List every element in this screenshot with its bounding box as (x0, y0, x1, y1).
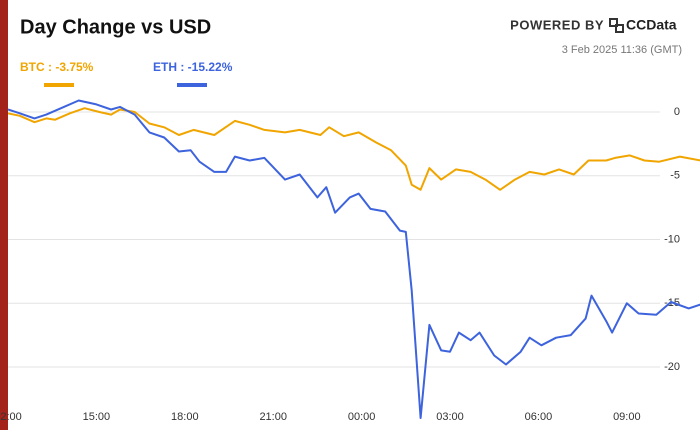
x-tick-label: 21:00 (259, 411, 287, 423)
x-tick-label: 12:00 (0, 411, 22, 423)
y-tick-label: -5 (670, 170, 680, 182)
legend-label: BTC : -3.75% (20, 60, 94, 74)
series-line (8, 99, 700, 419)
brand-logo (609, 18, 624, 33)
timestamp: 3 Feb 2025 11:36 (GMT) (562, 44, 682, 56)
chart-title: Day Change vs USD (20, 16, 211, 38)
y-tick-label: -10 (664, 233, 680, 245)
series-line (8, 107, 700, 191)
x-tick-label: 06:00 (525, 411, 553, 423)
brand-prefix: POWERED BY (510, 17, 604, 32)
legend-label: ETH : -15.22% (153, 60, 233, 74)
x-tick-label: 15:00 (83, 411, 111, 423)
brand-name: CCData (626, 17, 677, 33)
y-tick-label: 0 (674, 106, 680, 118)
x-tick-label: 03:00 (436, 411, 464, 423)
legend-swatch (177, 83, 207, 87)
y-tick-label: -20 (664, 361, 680, 373)
x-tick-label: 00:00 (348, 411, 376, 423)
accent-strip (0, 0, 8, 430)
x-tick-label: 09:00 (613, 411, 641, 423)
x-tick-label: 18:00 (171, 411, 199, 423)
legend-swatch (44, 83, 74, 87)
